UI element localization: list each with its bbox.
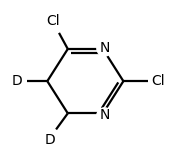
- Text: D: D: [45, 133, 56, 147]
- Text: N: N: [99, 40, 109, 55]
- Text: Cl: Cl: [152, 74, 165, 88]
- Text: Cl: Cl: [46, 14, 60, 28]
- Text: N: N: [99, 108, 109, 122]
- Text: D: D: [11, 74, 22, 88]
